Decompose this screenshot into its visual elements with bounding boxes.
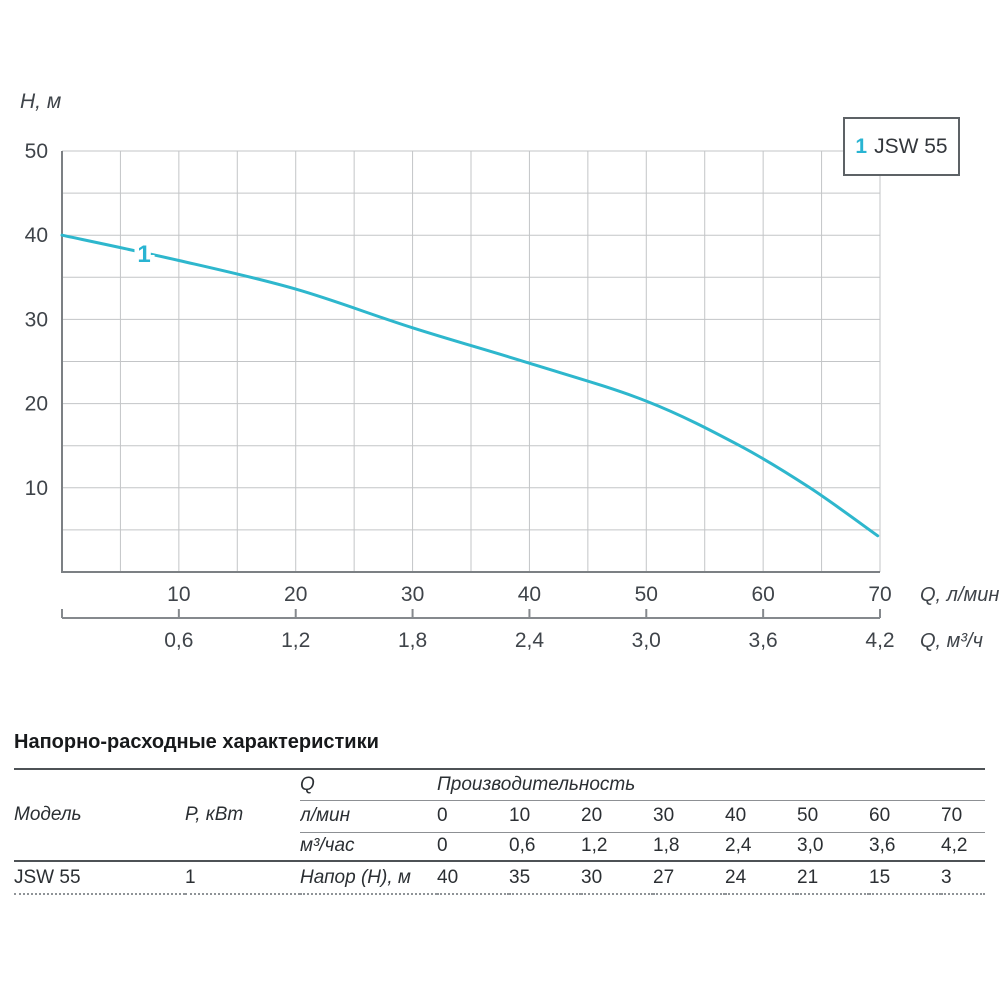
row-header-m3h: м³/час: [300, 832, 437, 862]
pump-curve-jsw55: [60, 233, 880, 538]
y-tick-label: 30: [25, 308, 48, 331]
x2-tick-label: 1,8: [398, 629, 427, 652]
x-tick-label: 40: [518, 583, 541, 606]
col-header-power: P, кВт: [185, 769, 300, 862]
table-row: м³/час 0 0,6 1,2 1,8 2,4 3,0 3,6 4,2: [14, 832, 985, 862]
x2-tick-label: 2,4: [515, 629, 545, 652]
power-value: 1: [185, 861, 300, 895]
m3h-value: 0: [437, 832, 509, 862]
lmin-value: 30: [653, 800, 725, 833]
lmin-value: 60: [869, 800, 941, 833]
col-header-performance: Производительность: [437, 769, 985, 801]
col-header-q: Q: [300, 769, 437, 801]
m3h-value: 0,6: [509, 832, 581, 862]
head-value: 35: [509, 861, 581, 895]
x-tick-label: 50: [635, 583, 658, 606]
lmin-value: 40: [725, 800, 797, 833]
m3h-value: 1,8: [653, 832, 725, 862]
table-title: Напорно-расходные характеристики: [14, 731, 379, 753]
head-value: 15: [869, 861, 941, 895]
m3h-value: 2,4: [725, 832, 797, 862]
m3h-value: 1,2: [581, 832, 653, 862]
x2-tick-label: 4,2: [865, 629, 894, 652]
head-value: 21: [797, 861, 869, 895]
row-header-lmin: л/мин: [300, 800, 437, 833]
lmin-value: 20: [581, 800, 653, 833]
curve-series-label: 1: [137, 241, 150, 268]
y-axis-title: H, м: [20, 90, 62, 113]
model-name: JSW 55: [14, 861, 185, 895]
head-value: 24: [725, 861, 797, 895]
y-tick-label: 50: [25, 140, 48, 163]
legend-series-index: 1: [855, 134, 868, 158]
x-tick-label: 10: [167, 583, 190, 606]
lmin-value: 70: [941, 800, 985, 833]
x2-tick-label: 1,2: [281, 629, 310, 652]
x2-tick-label: 3,0: [632, 629, 661, 652]
lmin-value: 50: [797, 800, 869, 833]
table-row: л/мин 0 10 20 30 40 50 60 70: [14, 800, 985, 833]
chart-layers: 50 40 30 20 10 10 20 30 40 50 60 70 0,6 1,2 1,8 2,4 3,0 3…: [25, 140, 895, 652]
head-value: 27: [653, 861, 725, 895]
lmin-value: 0: [437, 800, 509, 833]
x-tick-label: 70: [868, 583, 891, 606]
m3h-value: 3,0: [797, 832, 869, 862]
head-value: 40: [437, 861, 509, 895]
x-tick-label: 60: [751, 583, 774, 606]
m3h-value: 4,2: [941, 832, 985, 862]
table-row: Модель P, кВт Q Производительность: [14, 769, 985, 862]
characteristics-table: Модель P, кВт Q Производительность л/мин 0 10 2…: [14, 768, 985, 895]
head-value: 30: [581, 861, 653, 895]
x2-tick-label: 0,6: [164, 629, 193, 652]
table-row: JSW 55 1 Напор (H), м 40 35 30 27 24 21 15 3: [14, 861, 985, 895]
col-header-model: Модель: [14, 769, 185, 862]
y-tick-label: 40: [25, 224, 48, 247]
head-value: 3: [941, 861, 985, 895]
y-tick-label: 20: [25, 393, 48, 416]
m3h-value: 3,6: [869, 832, 941, 862]
x-axis-unit-m3h: Q, м³/ч: [920, 630, 983, 652]
row-header-head: Напор (H), м: [300, 861, 437, 895]
chart-legend: 1 JSW 55: [843, 117, 960, 176]
legend-series-name: JSW 55: [874, 134, 948, 158]
x2-tick-label: 3,6: [749, 629, 778, 652]
lmin-value: 10: [509, 800, 581, 833]
x-tick-label: 20: [284, 583, 307, 606]
pump-curve-chart: 50 40 30 20 10 10 20 30 40 50 60 70 0,6 1,2 1,8 2,4 3,0 3…: [25, 140, 895, 652]
x-axis-unit-lmin: Q, л/мин: [920, 584, 1000, 606]
x-tick-label: 30: [401, 583, 424, 606]
y-tick-label: 10: [25, 477, 48, 500]
